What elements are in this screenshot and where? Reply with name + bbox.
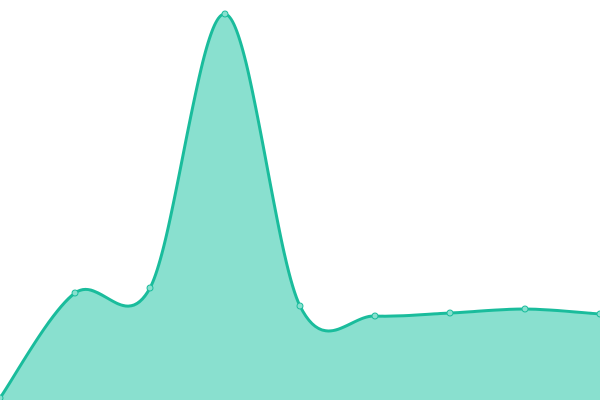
data-point-1 bbox=[71, 289, 79, 297]
data-point-7 bbox=[521, 305, 529, 313]
data-point-0 bbox=[0, 394, 4, 400]
data-point-8 bbox=[596, 310, 600, 318]
data-point-6 bbox=[446, 309, 454, 317]
series-line bbox=[0, 12, 600, 399]
data-point-2 bbox=[146, 284, 154, 292]
data-points bbox=[0, 10, 600, 400]
data-point-4 bbox=[296, 302, 304, 310]
data-point-3 bbox=[221, 10, 229, 18]
area-fill bbox=[0, 13, 600, 400]
data-point-5 bbox=[371, 312, 379, 320]
